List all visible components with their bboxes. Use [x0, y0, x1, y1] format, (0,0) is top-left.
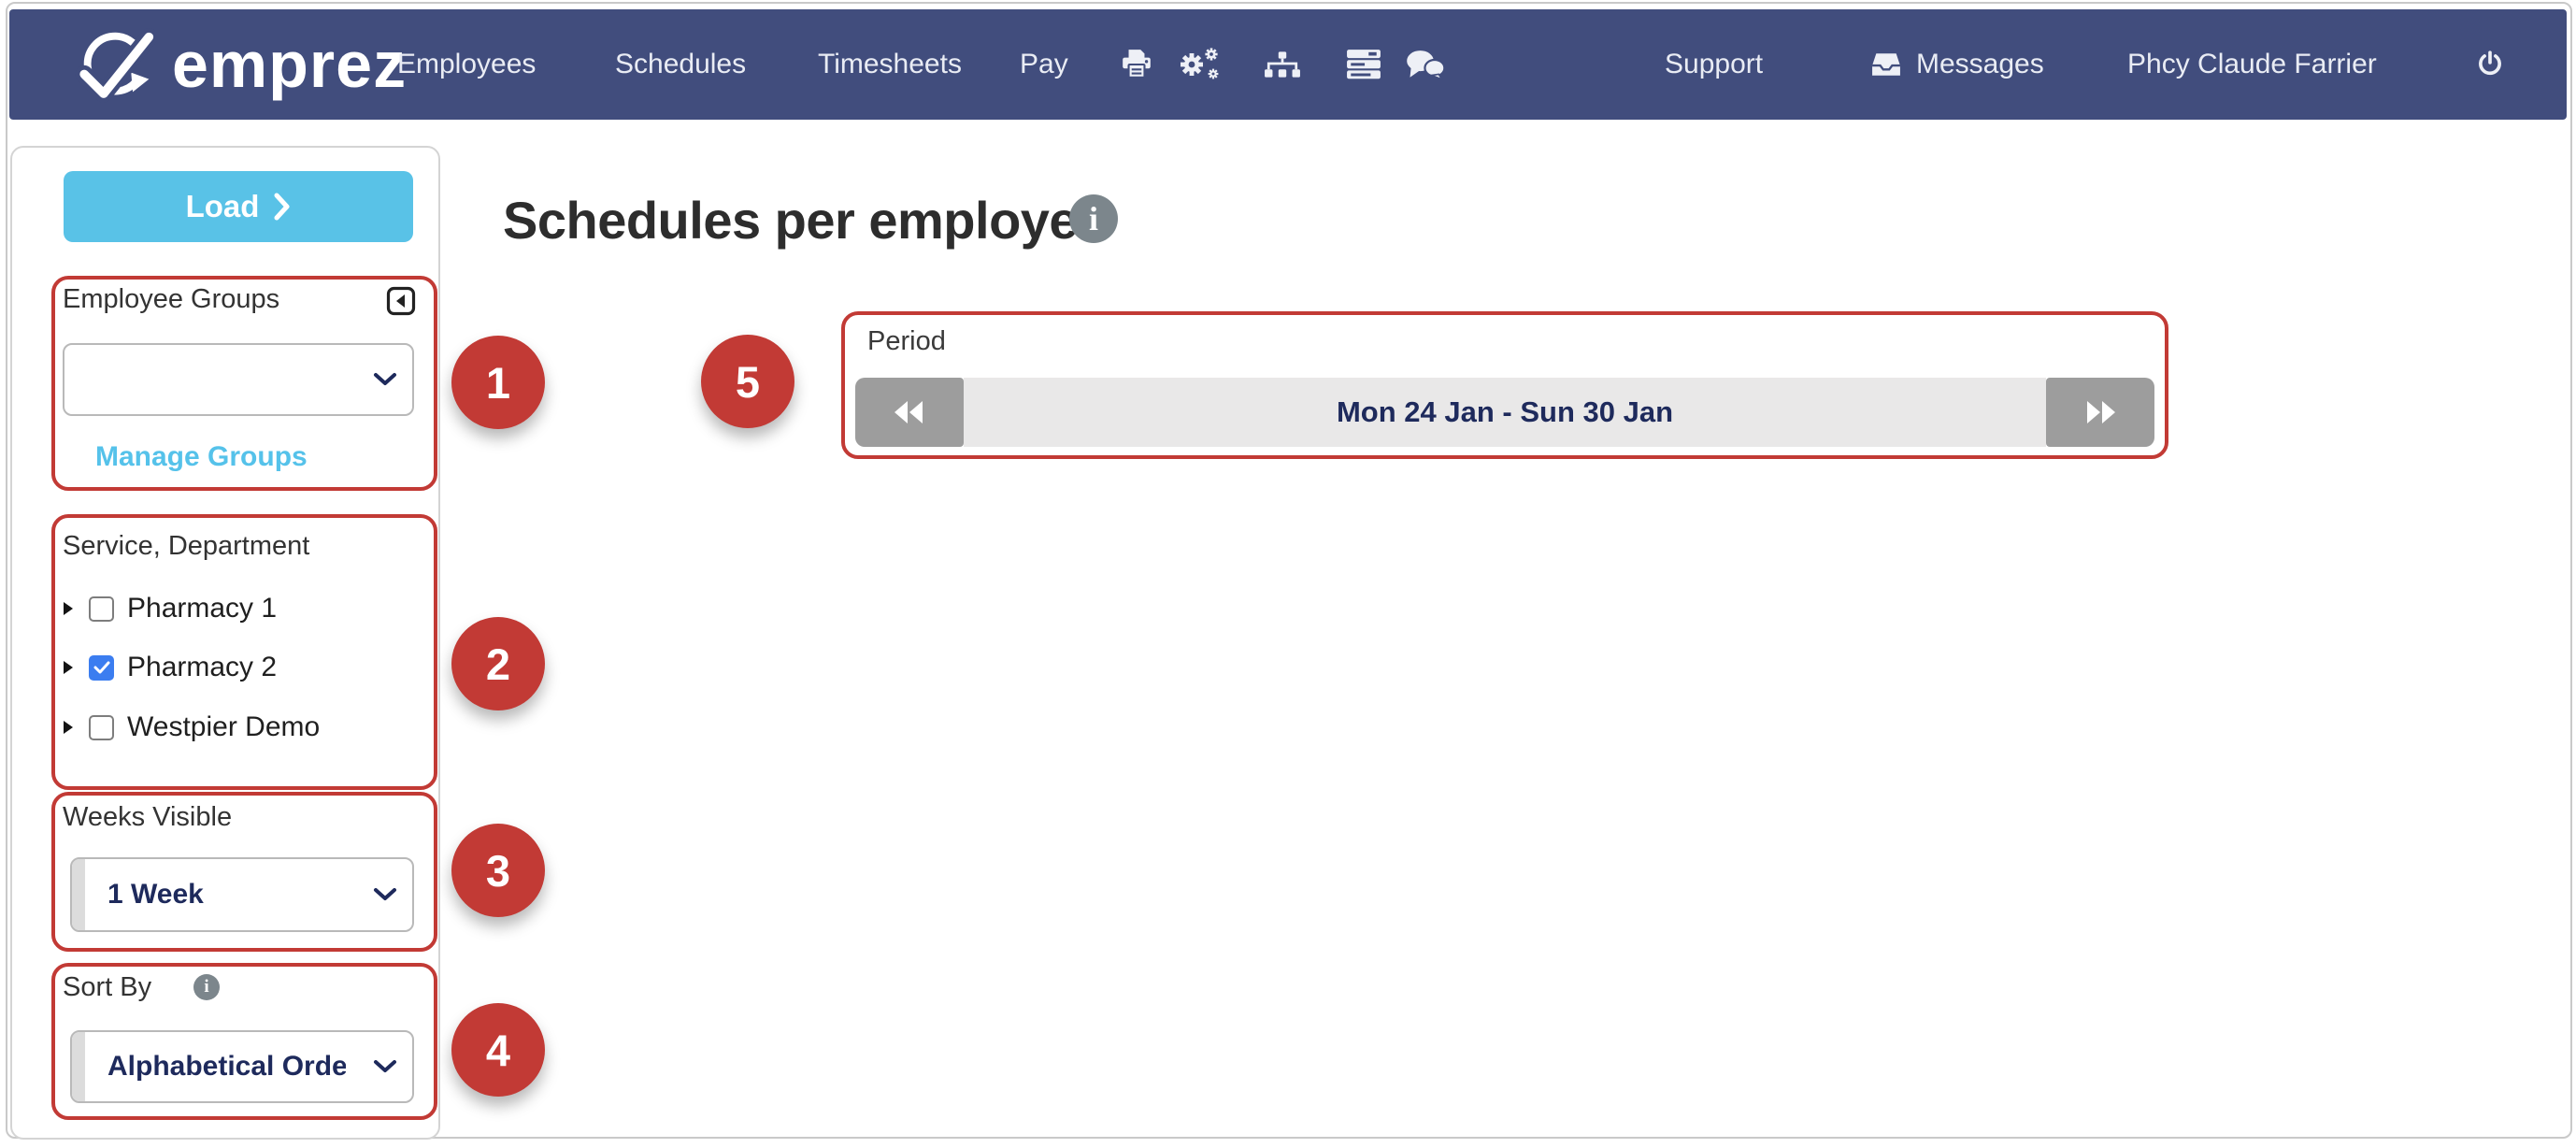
- chat-button[interactable]: [1406, 9, 1445, 120]
- annotation-badge-1: 1: [451, 336, 545, 429]
- double-chevron-left-icon: [894, 401, 923, 423]
- chevron-down-icon: [374, 1060, 396, 1072]
- messages-label: Messages: [1916, 49, 2044, 79]
- messages-button[interactable]: Messages: [1871, 9, 2044, 120]
- print-icon: [1123, 50, 1151, 79]
- checkbox-westpier-demo[interactable]: [89, 714, 114, 740]
- nav-item-timesheets[interactable]: Timesheets: [818, 49, 962, 79]
- caret-right-icon[interactable]: [63, 720, 74, 735]
- power-icon: [2479, 50, 2501, 76]
- brand-name: emprez: [172, 28, 408, 101]
- nav-item-employees[interactable]: Employees: [397, 49, 537, 79]
- employee-groups-title: Employee Groups: [63, 284, 280, 314]
- sitemap-button[interactable]: [1264, 9, 1301, 120]
- tree-row-1[interactable]: Pharmacy 2: [63, 648, 418, 687]
- period-label: Period: [867, 326, 946, 356]
- manage-groups-link[interactable]: Manage Groups: [95, 441, 308, 472]
- server-button[interactable]: [1346, 9, 1381, 120]
- service-department-title: Service, Department: [63, 531, 310, 561]
- caret-right-icon[interactable]: [63, 601, 74, 616]
- check-icon: [93, 661, 109, 674]
- emprez-logo-icon: [75, 28, 157, 103]
- chevron-down-icon: [374, 373, 396, 385]
- annotation-badge-3: 3: [451, 824, 545, 917]
- period-next-button[interactable]: [2046, 378, 2154, 447]
- tree-row-0[interactable]: Pharmacy 1: [63, 589, 418, 628]
- load-button[interactable]: Load: [64, 171, 413, 242]
- print-button[interactable]: [1120, 9, 1153, 120]
- tree-item-label: Pharmacy 2: [127, 652, 278, 682]
- sitemap-icon: [1265, 51, 1300, 78]
- weeks-visible-select-value: 1 Week: [107, 879, 204, 910]
- chat-bubbles-icon: [1407, 50, 1445, 80]
- weeks-visible-title: Weeks Visible: [63, 802, 233, 832]
- tree-row-2[interactable]: Westpier Demo: [63, 708, 418, 747]
- annotation-badge-2: 2: [451, 617, 545, 710]
- employee-groups-select[interactable]: [63, 343, 414, 416]
- sort-by-title: Sort By: [63, 972, 152, 1002]
- nav-item-support[interactable]: Support: [1665, 49, 1764, 79]
- chevron-right-icon: [274, 193, 290, 221]
- weeks-visible-section: [51, 792, 437, 952]
- inbox-icon: [1872, 53, 1900, 76]
- caret-right-icon[interactable]: [63, 660, 74, 675]
- sidebar-panel: [10, 146, 440, 1140]
- settings-gears-icon: [1181, 48, 1219, 79]
- period-track: Mon 24 Jan - Sun 30 Jan: [964, 378, 2046, 447]
- checkbox-pharmacy-2[interactable]: [89, 654, 114, 681]
- user-menu[interactable]: Phcy Claude Farrier: [2127, 49, 2377, 79]
- service-department-section: [51, 514, 437, 790]
- load-button-label: Load: [185, 189, 260, 223]
- period-prev-button[interactable]: [855, 378, 964, 447]
- collapse-left-icon: [386, 286, 416, 316]
- sort-by-info-icon[interactable]: i: [193, 974, 220, 1000]
- server-icon: [1347, 50, 1381, 79]
- tree-item-label: Pharmacy 1: [127, 593, 278, 624]
- annotation-badge-4: 4: [451, 1003, 545, 1097]
- sort-by-select-value: Alphabetical Order: [107, 1051, 346, 1082]
- period-section: Period Mon 24 Jan - Sun 30 Jan: [841, 311, 2168, 459]
- sort-by-select[interactable]: Alphabetical Order: [70, 1030, 414, 1103]
- double-chevron-right-icon: [2087, 401, 2115, 423]
- period-value: Mon 24 Jan - Sun 30 Jan: [1336, 395, 1674, 428]
- page-title: Schedules per employee: [503, 191, 1107, 250]
- tree-item-label: Westpier Demo: [127, 711, 321, 742]
- chevron-down-icon: [374, 888, 396, 900]
- settings-button[interactable]: [1178, 9, 1221, 120]
- power-button[interactable]: [2475, 9, 2505, 120]
- employee-groups-section: [51, 276, 437, 491]
- top-navbar: emprez Employees Schedules Timesheets Pa…: [9, 9, 2567, 120]
- annotation-badge-5: 5: [701, 335, 794, 428]
- nav-item-schedules[interactable]: Schedules: [615, 49, 747, 79]
- checkbox-pharmacy-1[interactable]: [89, 596, 114, 622]
- collapse-sidebar-button[interactable]: [386, 286, 416, 321]
- weeks-visible-select[interactable]: 1 Week: [70, 857, 414, 932]
- brand[interactable]: emprez: [73, 9, 407, 120]
- period-bar: Mon 24 Jan - Sun 30 Jan: [855, 378, 2154, 447]
- sort-by-section: [51, 963, 437, 1120]
- title-info-icon[interactable]: i: [1069, 194, 1118, 243]
- nav-item-pay[interactable]: Pay: [1020, 49, 1068, 79]
